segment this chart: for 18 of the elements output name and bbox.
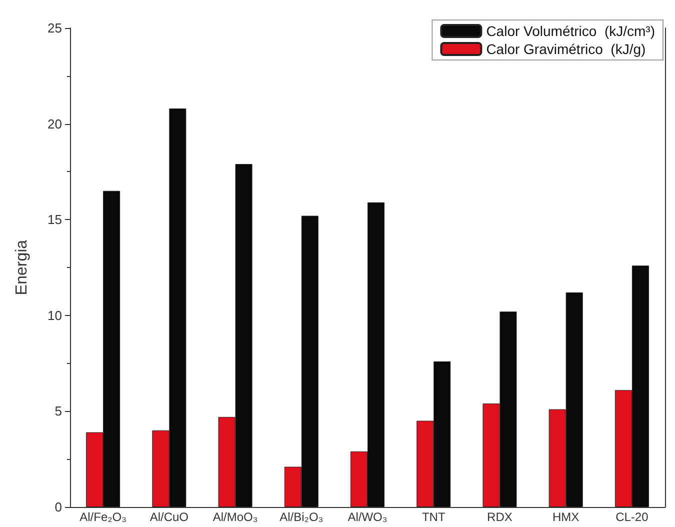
y-tick-label: 15 — [48, 212, 62, 228]
y-tick-label: 5 — [54, 404, 62, 419]
x-tick-label: Al/Bi₂O₃ — [280, 510, 324, 524]
y-tick-label: 20 — [48, 116, 62, 132]
x-tick-label: CL-20 — [616, 510, 649, 524]
y-tick-label: 0 — [54, 500, 62, 514]
x-tick-label: HMX — [552, 510, 580, 524]
x-tick-label: TNT — [422, 510, 446, 524]
y-tick-label: 10 — [48, 308, 62, 323]
x-tick-label: Al/CuO — [150, 510, 189, 524]
y-tick-label: 25 — [48, 20, 62, 36]
legend-label: Calor Volumétrico (kJ/cm³) — [486, 23, 656, 39]
x-tick-label: RDX — [487, 510, 512, 524]
x-tick-label: Al/MoO₃ — [212, 510, 258, 524]
legend-label: Calor Gravimétrico (kJ/g) — [486, 41, 646, 57]
x-tick-label: Al/Fe₂O₃ — [80, 510, 127, 524]
y-axis-title: Energia — [14, 240, 30, 296]
x-tick-label: Al/WO₃ — [348, 510, 388, 524]
